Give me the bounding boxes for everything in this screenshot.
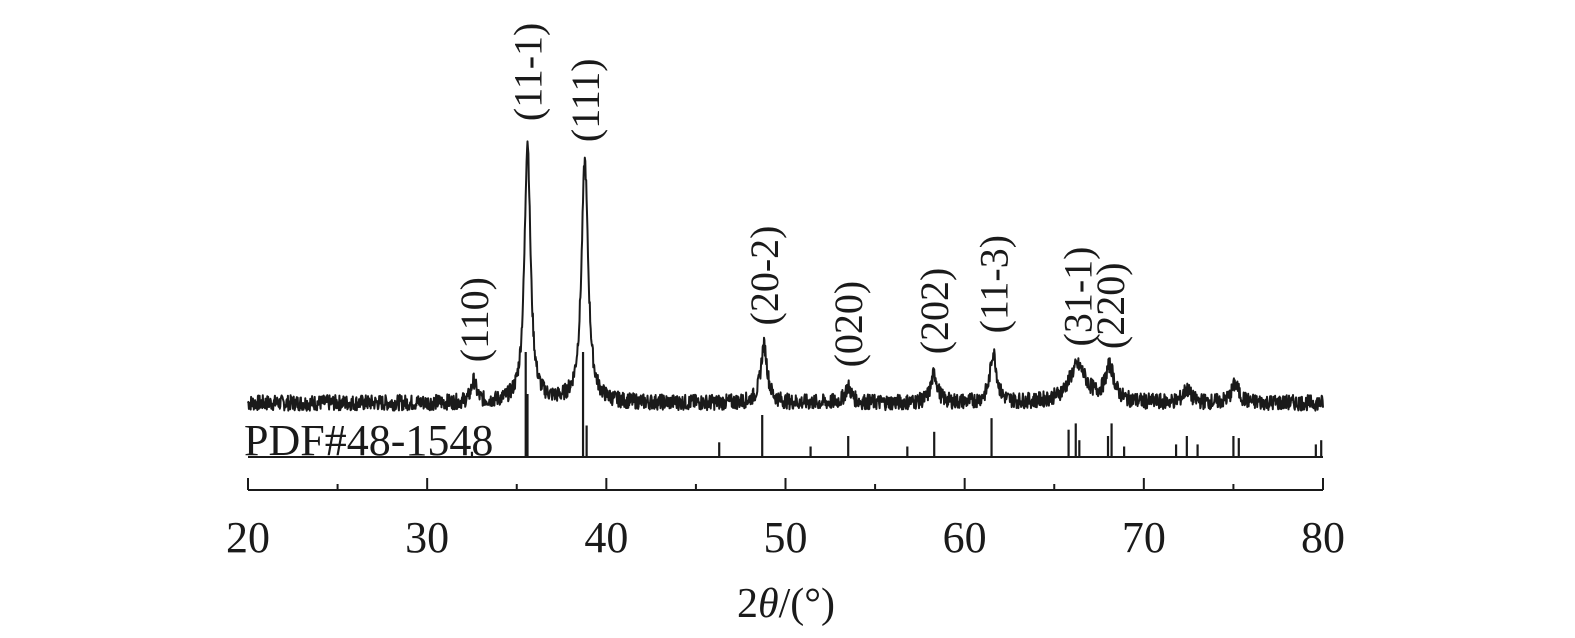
x-tick-label: 30	[405, 513, 449, 562]
x-tick-label: 70	[1122, 513, 1166, 562]
peak-label: (11-1)	[506, 23, 551, 121]
x-tick-label: 50	[764, 513, 808, 562]
x-axis: 20 30 40 50 60 70 80	[226, 478, 1345, 562]
peak-label: (220)	[1088, 262, 1133, 349]
peak-label: (202)	[912, 268, 957, 355]
peak-labels: (110) (11-1) (111) (20-2) (020) (202) (11-3) (3…	[452, 23, 1133, 368]
peak-label: (20-2)	[742, 226, 787, 326]
x-axis-title: 2θ/(°)	[737, 581, 835, 627]
peak-label: (110)	[452, 277, 497, 362]
reference-label: PDF#48-1548	[244, 416, 493, 465]
x-tick-label: 60	[943, 513, 987, 562]
peak-label: (11-3)	[971, 235, 1016, 333]
x-tick-label: 40	[584, 513, 628, 562]
x-axis-title-theta: θ	[758, 581, 779, 627]
peak-label: (111)	[563, 58, 608, 142]
x-axis-title-suffix: /(°)	[779, 581, 835, 627]
reference-pattern	[248, 352, 1323, 458]
xrd-pattern-line	[247, 140, 1324, 412]
x-tick-label: 20	[226, 513, 270, 562]
peak-label: (31-1)	[1056, 247, 1101, 347]
peak-label: (020)	[826, 281, 871, 368]
x-tick-label: 80	[1301, 513, 1345, 562]
x-axis-title-prefix: 2	[737, 581, 758, 627]
